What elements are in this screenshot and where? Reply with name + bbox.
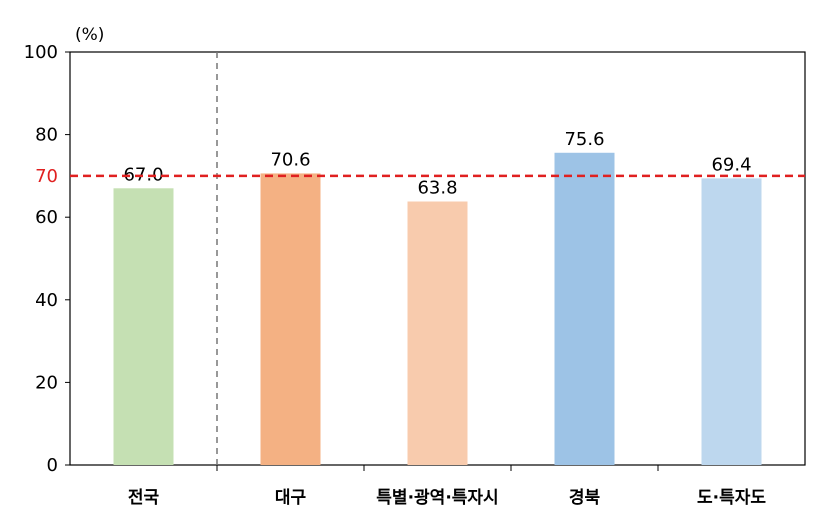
y-tick-label: 100: [24, 42, 58, 63]
data-label: 70.6: [270, 149, 310, 170]
data-label: 69.4: [711, 154, 751, 175]
data-label: 63.8: [417, 178, 457, 199]
bar: [260, 173, 321, 465]
x-category-label: 경북: [569, 488, 601, 508]
y-tick-label: 40: [35, 290, 58, 311]
y-tick-label: 20: [35, 372, 58, 393]
reference-line-label: 70: [35, 166, 58, 187]
x-category-label: 대구: [275, 488, 307, 508]
y-tick-label: 60: [35, 207, 58, 228]
x-category-label: 도·특자도: [697, 488, 766, 508]
bar: [701, 178, 762, 466]
data-label: 67.0: [123, 164, 163, 185]
reference-line-70: 70: [35, 166, 805, 187]
bar: [407, 201, 468, 466]
data-labels: 67.0 70.6 63.8 75.6 69.4: [123, 129, 751, 199]
bar: [113, 188, 174, 466]
y-tick-label: 0: [47, 455, 58, 476]
x-category-label: 특별·광역·특자시: [376, 488, 498, 508]
data-label: 75.6: [564, 129, 604, 150]
y-axis: 0 20 40 60 80 100: [24, 42, 70, 476]
bar: [554, 152, 615, 465]
x-category-label: 전국: [128, 488, 160, 508]
y-tick-label: 80: [35, 125, 58, 146]
bar-series: [113, 152, 762, 466]
x-axis-category-labels: 전국 대구 특별·광역·특자시 경북 도·특자도: [128, 488, 767, 508]
y-axis-unit-label: (%): [75, 25, 104, 45]
